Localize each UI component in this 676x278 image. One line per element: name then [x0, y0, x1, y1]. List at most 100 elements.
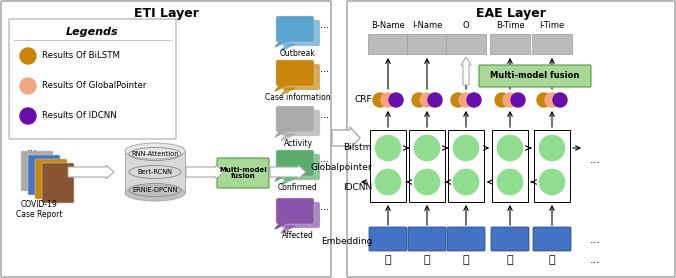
Text: 张: 张 — [385, 255, 391, 265]
Text: Embedding: Embedding — [320, 237, 372, 247]
Circle shape — [20, 108, 36, 124]
Text: IDCNN: IDCNN — [343, 183, 372, 192]
Circle shape — [497, 169, 523, 195]
FancyBboxPatch shape — [533, 227, 571, 251]
Text: Globalpointer: Globalpointer — [310, 163, 372, 173]
Text: ...: ... — [590, 235, 601, 245]
Circle shape — [373, 93, 387, 107]
FancyBboxPatch shape — [9, 19, 176, 139]
Text: ...: ... — [590, 255, 601, 265]
FancyBboxPatch shape — [447, 227, 485, 251]
Circle shape — [511, 93, 525, 107]
FancyBboxPatch shape — [490, 34, 530, 54]
FancyBboxPatch shape — [407, 34, 447, 54]
FancyBboxPatch shape — [532, 34, 572, 54]
FancyBboxPatch shape — [409, 130, 445, 202]
Text: ...: ... — [590, 155, 601, 165]
Circle shape — [414, 169, 440, 195]
Text: ERNIE-DPCNN: ERNIE-DPCNN — [132, 187, 178, 193]
Circle shape — [414, 135, 440, 161]
Text: Activity: Activity — [283, 139, 312, 148]
Polygon shape — [281, 178, 295, 185]
FancyBboxPatch shape — [282, 202, 320, 228]
FancyBboxPatch shape — [276, 60, 314, 86]
FancyBboxPatch shape — [125, 151, 185, 193]
FancyBboxPatch shape — [28, 155, 60, 195]
Circle shape — [497, 135, 523, 161]
FancyBboxPatch shape — [446, 34, 486, 54]
Text: ...: ... — [320, 202, 329, 212]
Ellipse shape — [125, 185, 185, 201]
Circle shape — [467, 93, 481, 107]
Circle shape — [428, 93, 442, 107]
Circle shape — [553, 93, 567, 107]
Text: O: O — [462, 21, 469, 31]
FancyArrow shape — [186, 165, 224, 179]
Circle shape — [20, 78, 36, 94]
Circle shape — [375, 135, 401, 161]
FancyBboxPatch shape — [35, 159, 67, 199]
Polygon shape — [275, 222, 289, 229]
Circle shape — [412, 93, 426, 107]
FancyBboxPatch shape — [479, 65, 591, 87]
FancyBboxPatch shape — [369, 227, 407, 251]
Polygon shape — [51, 156, 59, 164]
Circle shape — [453, 169, 479, 195]
Circle shape — [537, 93, 551, 107]
FancyArrow shape — [270, 165, 306, 179]
FancyBboxPatch shape — [370, 130, 406, 202]
FancyArrow shape — [68, 165, 114, 179]
Text: EAE Layer: EAE Layer — [476, 8, 546, 21]
Text: 天: 天 — [549, 255, 555, 265]
Polygon shape — [275, 174, 289, 181]
FancyBboxPatch shape — [368, 34, 408, 54]
Text: RNN-Attention: RNN-Attention — [131, 151, 178, 157]
FancyBboxPatch shape — [276, 106, 314, 132]
Circle shape — [381, 93, 395, 107]
Polygon shape — [65, 164, 73, 172]
Circle shape — [20, 48, 36, 64]
Text: B-Name: B-Name — [371, 21, 405, 31]
FancyBboxPatch shape — [1, 1, 331, 277]
FancyBboxPatch shape — [217, 158, 269, 188]
Polygon shape — [281, 88, 295, 95]
Text: 昨: 昨 — [507, 255, 513, 265]
Polygon shape — [275, 84, 289, 91]
Polygon shape — [281, 226, 295, 233]
Text: COVID-19
Case Report: COVID-19 Case Report — [16, 200, 62, 219]
FancyBboxPatch shape — [448, 130, 484, 202]
FancyBboxPatch shape — [42, 163, 74, 203]
FancyBboxPatch shape — [282, 110, 320, 136]
Circle shape — [545, 93, 559, 107]
Circle shape — [539, 135, 565, 161]
FancyBboxPatch shape — [282, 20, 320, 46]
Circle shape — [503, 93, 517, 107]
Circle shape — [453, 135, 479, 161]
Text: ...: ... — [320, 154, 329, 164]
Circle shape — [451, 93, 465, 107]
Circle shape — [539, 169, 565, 195]
Circle shape — [375, 169, 401, 195]
Polygon shape — [58, 160, 66, 168]
Polygon shape — [275, 130, 289, 137]
Circle shape — [420, 93, 434, 107]
Circle shape — [459, 93, 473, 107]
Text: Legends: Legends — [66, 27, 118, 37]
Text: Confirmed: Confirmed — [278, 183, 318, 192]
Text: Bilstm: Bilstm — [343, 143, 372, 153]
FancyBboxPatch shape — [491, 227, 529, 251]
FancyBboxPatch shape — [282, 154, 320, 180]
FancyBboxPatch shape — [276, 150, 314, 176]
Text: ...: ... — [26, 143, 37, 153]
Text: ...: ... — [320, 20, 329, 30]
Text: 在: 在 — [462, 255, 469, 265]
FancyBboxPatch shape — [276, 16, 314, 42]
Text: B-Time: B-Time — [496, 21, 525, 31]
Text: Results Of BiLSTM: Results Of BiLSTM — [42, 51, 120, 61]
Polygon shape — [281, 134, 295, 141]
FancyBboxPatch shape — [347, 1, 675, 277]
Circle shape — [495, 93, 509, 107]
FancyArrow shape — [332, 127, 360, 149]
FancyBboxPatch shape — [534, 130, 570, 202]
Text: Affected: Affected — [282, 231, 314, 240]
